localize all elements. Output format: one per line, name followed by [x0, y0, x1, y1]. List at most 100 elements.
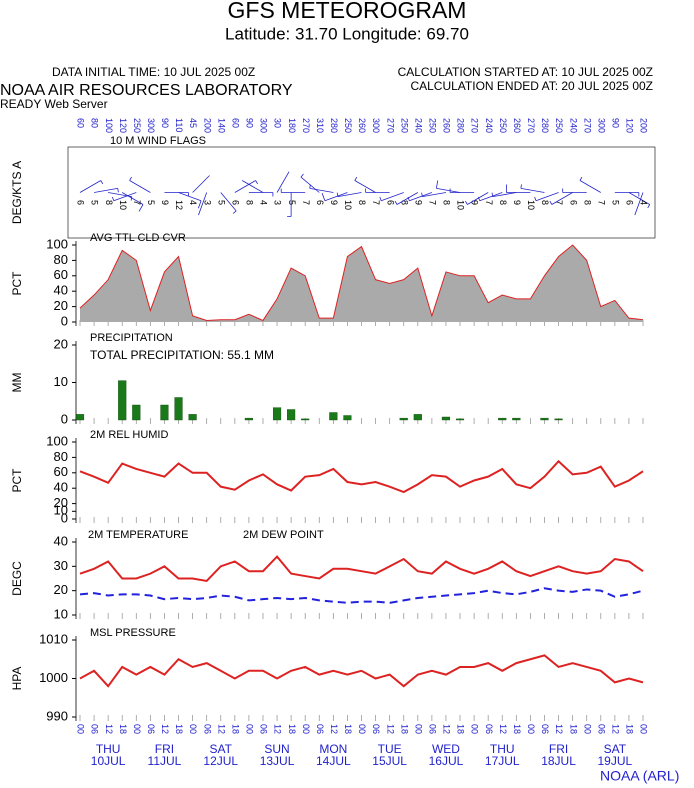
- wind-speed-label: 7: [371, 200, 381, 205]
- panel-title: AVG TTL CLD CVR: [90, 232, 186, 244]
- calc-end: CALCULATION ENDED AT: 20 JUL 2025 00Z: [410, 79, 653, 93]
- wind-speed-label: 5: [146, 200, 156, 205]
- wind-speed-label: 5: [216, 200, 226, 205]
- hour-label: 00: [413, 724, 423, 734]
- precip-bar: [174, 397, 183, 421]
- subtitle: Latitude: 31.70 Longitude: 69.70: [225, 24, 469, 43]
- wind-flag: [248, 192, 274, 197]
- precip-bar: [343, 415, 352, 421]
- hour-label: 18: [456, 724, 466, 734]
- wind-direction-label: 45: [188, 118, 198, 128]
- hour-label: 18: [174, 724, 184, 734]
- wind-direction-label: 120: [625, 118, 635, 133]
- hour-label: 00: [470, 724, 480, 734]
- day-name: SAT: [604, 742, 627, 756]
- wind-flag: [491, 192, 517, 198]
- hour-label: 06: [259, 724, 269, 734]
- hour-label: 18: [118, 724, 128, 734]
- series-line: [79, 459, 644, 494]
- hour-label: 06: [484, 724, 494, 734]
- hour-label: 00: [639, 724, 649, 734]
- footer: NOAA (ARL): [600, 768, 679, 784]
- hour-label: 12: [329, 724, 339, 734]
- wind-flag: [129, 176, 151, 193]
- day-name: MON: [319, 742, 347, 756]
- hour-label: 00: [301, 724, 311, 734]
- y-tick-label: 1010: [39, 631, 68, 646]
- wind-flag: [220, 192, 237, 214]
- precip-bar: [132, 404, 141, 421]
- wind-direction-label: 100: [104, 118, 114, 133]
- wind-direction-label: 260: [442, 118, 452, 133]
- panel-title: 10 M WIND FLAGS: [110, 135, 206, 147]
- wind-speed-label: 9: [329, 200, 339, 205]
- day-date: 12JUL: [203, 754, 238, 768]
- day-date: 15JUL: [372, 754, 407, 768]
- wind-direction-label: 250: [343, 118, 353, 133]
- hour-label: 06: [315, 724, 325, 734]
- day-date: 11JUL: [148, 754, 182, 768]
- wind-speed-label: 7: [484, 200, 494, 205]
- series-line: [79, 555, 644, 583]
- hour-label: 12: [273, 724, 283, 734]
- day-date: 14JUL: [316, 754, 351, 768]
- wind-direction-label: 140: [216, 118, 226, 133]
- wind-speed-label: 6: [385, 200, 395, 205]
- y-tick-label: 100: [46, 236, 68, 251]
- wind-speed-label: 7: [301, 200, 311, 205]
- wind-flag: [634, 192, 644, 216]
- wind-speed-label: 7: [428, 200, 438, 205]
- wind-flag: [287, 192, 292, 217]
- wind-direction-label: 30: [273, 118, 283, 128]
- wind-speed-label: 10: [118, 200, 128, 210]
- wind-direction-label: 90: [610, 118, 620, 128]
- y-tick-label: 100: [46, 433, 68, 448]
- wind-flag: [379, 192, 404, 202]
- day-date: 10JUL: [91, 754, 126, 768]
- panel-title: 2M REL HUMID: [90, 429, 168, 441]
- wind-flag: [562, 188, 587, 193]
- hour-label: 06: [146, 724, 156, 734]
- wind-flag: [407, 192, 433, 202]
- day-date: 17JUL: [485, 754, 520, 768]
- day-date: 13JUL: [260, 754, 295, 768]
- precip-bar: [118, 380, 127, 421]
- day-date: 18JUL: [541, 754, 576, 768]
- series-line: [79, 587, 644, 604]
- wind-flag: [241, 180, 264, 193]
- hour-label: 06: [371, 724, 381, 734]
- y-tick-label: 10: [54, 606, 68, 621]
- legend-entry: 2M TEMPERATURE: [88, 529, 188, 541]
- y-tick-label: 10: [54, 503, 68, 518]
- y-tick-label: 20: [54, 582, 68, 597]
- day-name: SUN: [264, 742, 289, 756]
- hour-label: 00: [526, 724, 536, 734]
- wind-speed-label: 3: [202, 200, 212, 205]
- precip-bar: [287, 409, 296, 421]
- precip-bar: [413, 414, 422, 421]
- y-tick-label: 60: [54, 464, 68, 479]
- wind-direction-label: 90: [245, 118, 255, 128]
- cloud-line: [79, 244, 644, 322]
- organization: NOAA AIR RESOURCES LABORATORY: [0, 82, 293, 99]
- y-tick-label: 30: [54, 558, 68, 573]
- wind-speed-label: 8: [399, 200, 409, 205]
- hour-label: 12: [610, 724, 620, 734]
- hour-label: 12: [554, 724, 564, 734]
- wind-flag: [534, 192, 559, 202]
- wind-flag: [435, 180, 461, 193]
- y-axis-title: MM: [10, 373, 24, 393]
- wind-speed-label: 4: [639, 200, 649, 205]
- y-axis-title: HPA: [10, 667, 24, 691]
- wind-direction-label: 310: [315, 118, 325, 133]
- wind-flag: [321, 192, 348, 202]
- wind-flag: [122, 192, 144, 212]
- wind-direction-label: 270: [385, 118, 395, 133]
- y-tick-label: 80: [54, 449, 68, 464]
- hour-label: 12: [385, 724, 395, 734]
- wind-direction-label: 60: [230, 118, 240, 128]
- hour-label: 12: [160, 724, 170, 734]
- wind-flag: [94, 187, 119, 193]
- wind-speed-label: 8: [104, 200, 114, 205]
- wind-direction-label: 280: [329, 118, 339, 133]
